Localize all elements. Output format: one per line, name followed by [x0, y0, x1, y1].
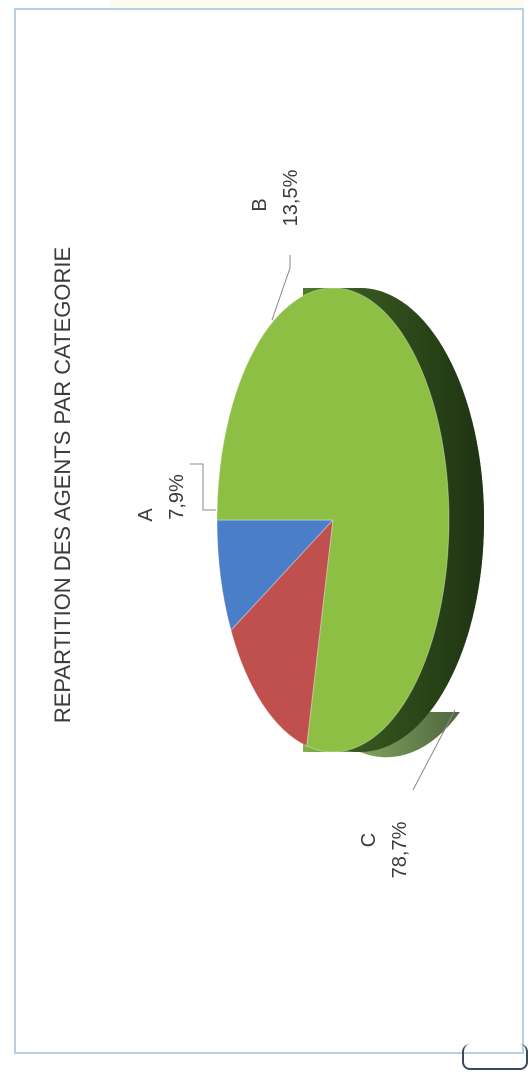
slice-label-a-value: 7,9% — [166, 474, 188, 520]
slice-label-c: C 78,7% — [358, 709, 456, 878]
pie-slice-b — [230, 518, 334, 747]
slice-label-b-value: 13,5% — [280, 169, 302, 226]
corner-tab — [462, 1044, 528, 1070]
pie-top-face — [216, 287, 450, 753]
leader-line-a — [190, 463, 216, 511]
leader-line-c — [412, 709, 456, 791]
slice-label-a-name: A — [135, 508, 157, 522]
pie-slice-a — [216, 519, 335, 632]
leader-line-b — [271, 255, 291, 321]
chart-title: REPARTITION DES AGENTS PAR CATEGORIE — [50, 247, 75, 723]
slice-label-c-name: C — [358, 833, 380, 847]
pie-slice-c — [216, 287, 450, 753]
slice-label-a: A 7,9% — [135, 463, 216, 522]
slice-label-b-name: B — [249, 198, 271, 211]
slice-label-c-value: 78,7% — [389, 821, 411, 878]
slice-label-b: B 13,5% — [249, 169, 302, 321]
